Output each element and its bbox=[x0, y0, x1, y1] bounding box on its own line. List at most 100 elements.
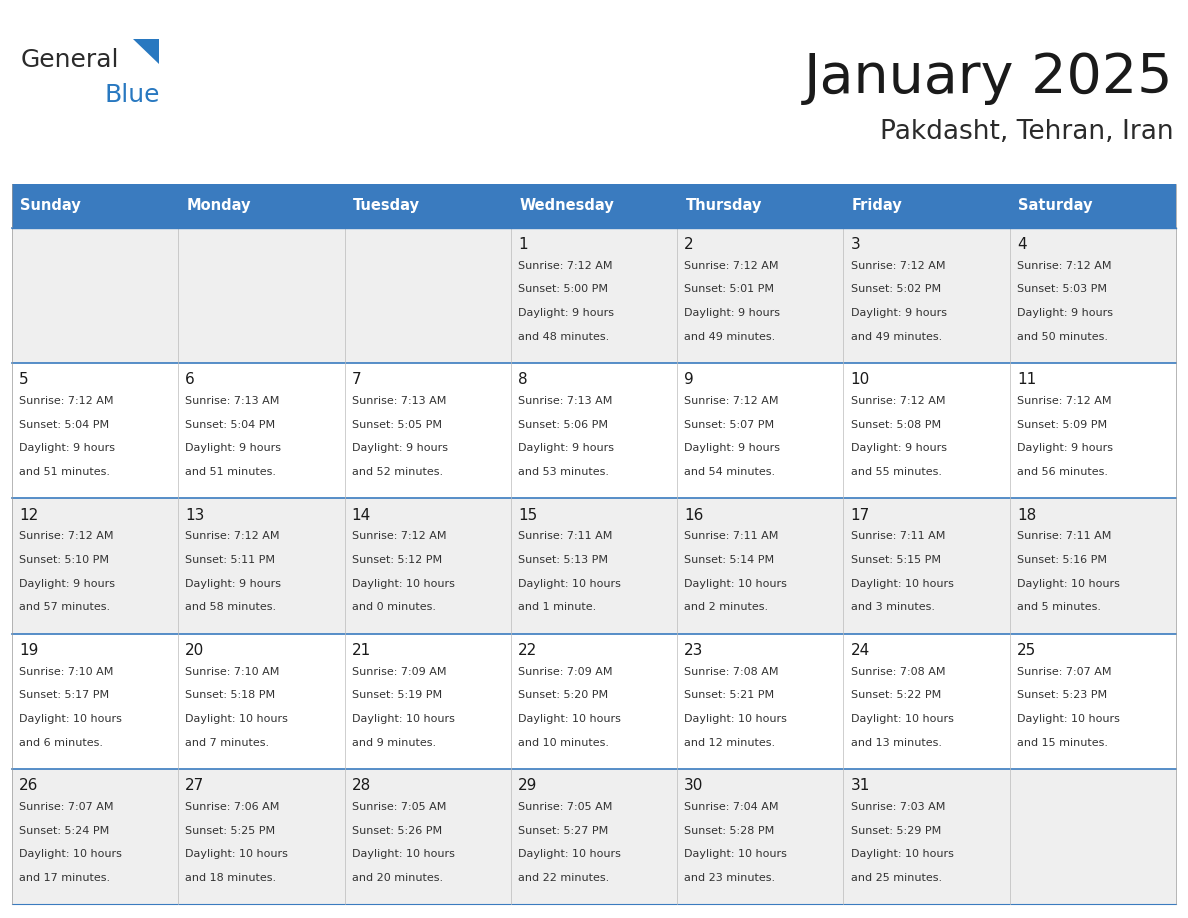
Text: Daylight: 10 hours: Daylight: 10 hours bbox=[185, 714, 289, 724]
Text: Sunset: 5:10 PM: Sunset: 5:10 PM bbox=[19, 555, 109, 565]
Text: and 9 minutes.: and 9 minutes. bbox=[352, 738, 436, 748]
Text: Sunset: 5:08 PM: Sunset: 5:08 PM bbox=[851, 420, 941, 430]
Text: Sunrise: 7:11 AM: Sunrise: 7:11 AM bbox=[518, 532, 612, 542]
Text: Sunset: 5:12 PM: Sunset: 5:12 PM bbox=[352, 555, 442, 565]
Text: Pakdasht, Tehran, Iran: Pakdasht, Tehran, Iran bbox=[880, 119, 1174, 145]
Text: Thursday: Thursday bbox=[685, 198, 762, 213]
Text: Sunrise: 7:13 AM: Sunrise: 7:13 AM bbox=[352, 397, 446, 406]
Text: Sunset: 5:15 PM: Sunset: 5:15 PM bbox=[851, 555, 941, 565]
Bar bbox=[178, 184, 345, 228]
Text: and 48 minutes.: and 48 minutes. bbox=[518, 331, 609, 341]
Bar bbox=[345, 769, 511, 904]
Text: Saturday: Saturday bbox=[1018, 198, 1093, 213]
Text: Sunset: 5:20 PM: Sunset: 5:20 PM bbox=[518, 690, 608, 700]
Text: Sunday: Sunday bbox=[20, 198, 81, 213]
Text: Daylight: 9 hours: Daylight: 9 hours bbox=[1017, 443, 1113, 453]
Text: Sunrise: 7:08 AM: Sunrise: 7:08 AM bbox=[851, 666, 946, 677]
Bar bbox=[511, 228, 677, 363]
Text: 13: 13 bbox=[185, 508, 204, 522]
Text: and 52 minutes.: and 52 minutes. bbox=[352, 467, 443, 477]
Text: Daylight: 10 hours: Daylight: 10 hours bbox=[19, 849, 122, 859]
Text: Sunrise: 7:10 AM: Sunrise: 7:10 AM bbox=[19, 666, 113, 677]
Text: 2: 2 bbox=[684, 237, 694, 252]
Text: 30: 30 bbox=[684, 778, 703, 793]
Bar bbox=[1010, 228, 1176, 363]
Text: 23: 23 bbox=[684, 644, 703, 658]
Text: 12: 12 bbox=[19, 508, 38, 522]
Text: 24: 24 bbox=[851, 644, 870, 658]
Text: and 1 minute.: and 1 minute. bbox=[518, 602, 596, 612]
Text: Sunrise: 7:08 AM: Sunrise: 7:08 AM bbox=[684, 666, 779, 677]
Text: Sunrise: 7:12 AM: Sunrise: 7:12 AM bbox=[19, 532, 114, 542]
Bar bbox=[843, 184, 1010, 228]
Bar bbox=[345, 498, 511, 633]
Text: 8: 8 bbox=[518, 373, 527, 387]
Text: Daylight: 9 hours: Daylight: 9 hours bbox=[185, 579, 282, 588]
Text: Sunrise: 7:13 AM: Sunrise: 7:13 AM bbox=[518, 397, 612, 406]
Bar bbox=[511, 184, 677, 228]
Text: Daylight: 9 hours: Daylight: 9 hours bbox=[684, 308, 781, 319]
Text: and 56 minutes.: and 56 minutes. bbox=[1017, 467, 1108, 477]
Text: Sunrise: 7:05 AM: Sunrise: 7:05 AM bbox=[352, 802, 446, 812]
Text: and 22 minutes.: and 22 minutes. bbox=[518, 873, 609, 883]
Text: and 20 minutes.: and 20 minutes. bbox=[352, 873, 443, 883]
Bar bbox=[843, 769, 1010, 904]
Bar bbox=[1010, 184, 1176, 228]
Text: Sunrise: 7:11 AM: Sunrise: 7:11 AM bbox=[684, 532, 778, 542]
Text: Sunset: 5:24 PM: Sunset: 5:24 PM bbox=[19, 826, 109, 835]
Text: and 49 minutes.: and 49 minutes. bbox=[851, 331, 942, 341]
Text: Sunset: 5:09 PM: Sunset: 5:09 PM bbox=[1017, 420, 1107, 430]
Text: Sunset: 5:21 PM: Sunset: 5:21 PM bbox=[684, 690, 775, 700]
Bar bbox=[178, 633, 345, 769]
Text: Sunset: 5:28 PM: Sunset: 5:28 PM bbox=[684, 826, 775, 835]
Text: 9: 9 bbox=[684, 373, 694, 387]
Text: and 2 minutes.: and 2 minutes. bbox=[684, 602, 769, 612]
Text: Sunset: 5:06 PM: Sunset: 5:06 PM bbox=[518, 420, 608, 430]
Text: Sunset: 5:02 PM: Sunset: 5:02 PM bbox=[851, 285, 941, 295]
Bar bbox=[1010, 633, 1176, 769]
Text: Daylight: 10 hours: Daylight: 10 hours bbox=[352, 849, 455, 859]
Bar bbox=[677, 633, 843, 769]
Polygon shape bbox=[133, 39, 159, 63]
Text: Sunrise: 7:12 AM: Sunrise: 7:12 AM bbox=[684, 397, 779, 406]
Text: Daylight: 10 hours: Daylight: 10 hours bbox=[352, 714, 455, 724]
Text: Daylight: 10 hours: Daylight: 10 hours bbox=[518, 714, 621, 724]
Text: and 54 minutes.: and 54 minutes. bbox=[684, 467, 776, 477]
Bar bbox=[12, 228, 178, 363]
Text: 15: 15 bbox=[518, 508, 537, 522]
Text: Sunset: 5:26 PM: Sunset: 5:26 PM bbox=[352, 826, 442, 835]
Text: Daylight: 10 hours: Daylight: 10 hours bbox=[684, 579, 788, 588]
Text: and 51 minutes.: and 51 minutes. bbox=[185, 467, 277, 477]
Bar bbox=[1010, 498, 1176, 633]
Text: 18: 18 bbox=[1017, 508, 1036, 522]
Text: and 23 minutes.: and 23 minutes. bbox=[684, 873, 776, 883]
Text: Sunrise: 7:07 AM: Sunrise: 7:07 AM bbox=[1017, 666, 1112, 677]
Text: 3: 3 bbox=[851, 237, 860, 252]
Text: 6: 6 bbox=[185, 373, 195, 387]
Bar bbox=[345, 363, 511, 498]
Text: Sunrise: 7:12 AM: Sunrise: 7:12 AM bbox=[518, 261, 613, 271]
Text: and 57 minutes.: and 57 minutes. bbox=[19, 602, 110, 612]
Text: Sunset: 5:19 PM: Sunset: 5:19 PM bbox=[352, 690, 442, 700]
Text: Daylight: 9 hours: Daylight: 9 hours bbox=[851, 443, 947, 453]
Text: 25: 25 bbox=[1017, 644, 1036, 658]
Text: Sunset: 5:14 PM: Sunset: 5:14 PM bbox=[684, 555, 775, 565]
Text: and 58 minutes.: and 58 minutes. bbox=[185, 602, 277, 612]
Bar bbox=[12, 363, 178, 498]
Text: Monday: Monday bbox=[187, 198, 251, 213]
Text: Sunrise: 7:12 AM: Sunrise: 7:12 AM bbox=[851, 397, 946, 406]
Bar bbox=[178, 498, 345, 633]
Text: Sunset: 5:13 PM: Sunset: 5:13 PM bbox=[518, 555, 608, 565]
Text: Sunrise: 7:10 AM: Sunrise: 7:10 AM bbox=[185, 666, 279, 677]
Text: Daylight: 9 hours: Daylight: 9 hours bbox=[1017, 308, 1113, 319]
Text: Daylight: 10 hours: Daylight: 10 hours bbox=[518, 849, 621, 859]
Text: Sunset: 5:11 PM: Sunset: 5:11 PM bbox=[185, 555, 276, 565]
Text: and 15 minutes.: and 15 minutes. bbox=[1017, 738, 1108, 748]
Text: Daylight: 10 hours: Daylight: 10 hours bbox=[684, 714, 788, 724]
Text: 28: 28 bbox=[352, 778, 371, 793]
Text: January 2025: January 2025 bbox=[804, 51, 1174, 105]
Bar bbox=[843, 363, 1010, 498]
Bar bbox=[1010, 363, 1176, 498]
Bar bbox=[511, 363, 677, 498]
Text: Sunset: 5:07 PM: Sunset: 5:07 PM bbox=[684, 420, 775, 430]
